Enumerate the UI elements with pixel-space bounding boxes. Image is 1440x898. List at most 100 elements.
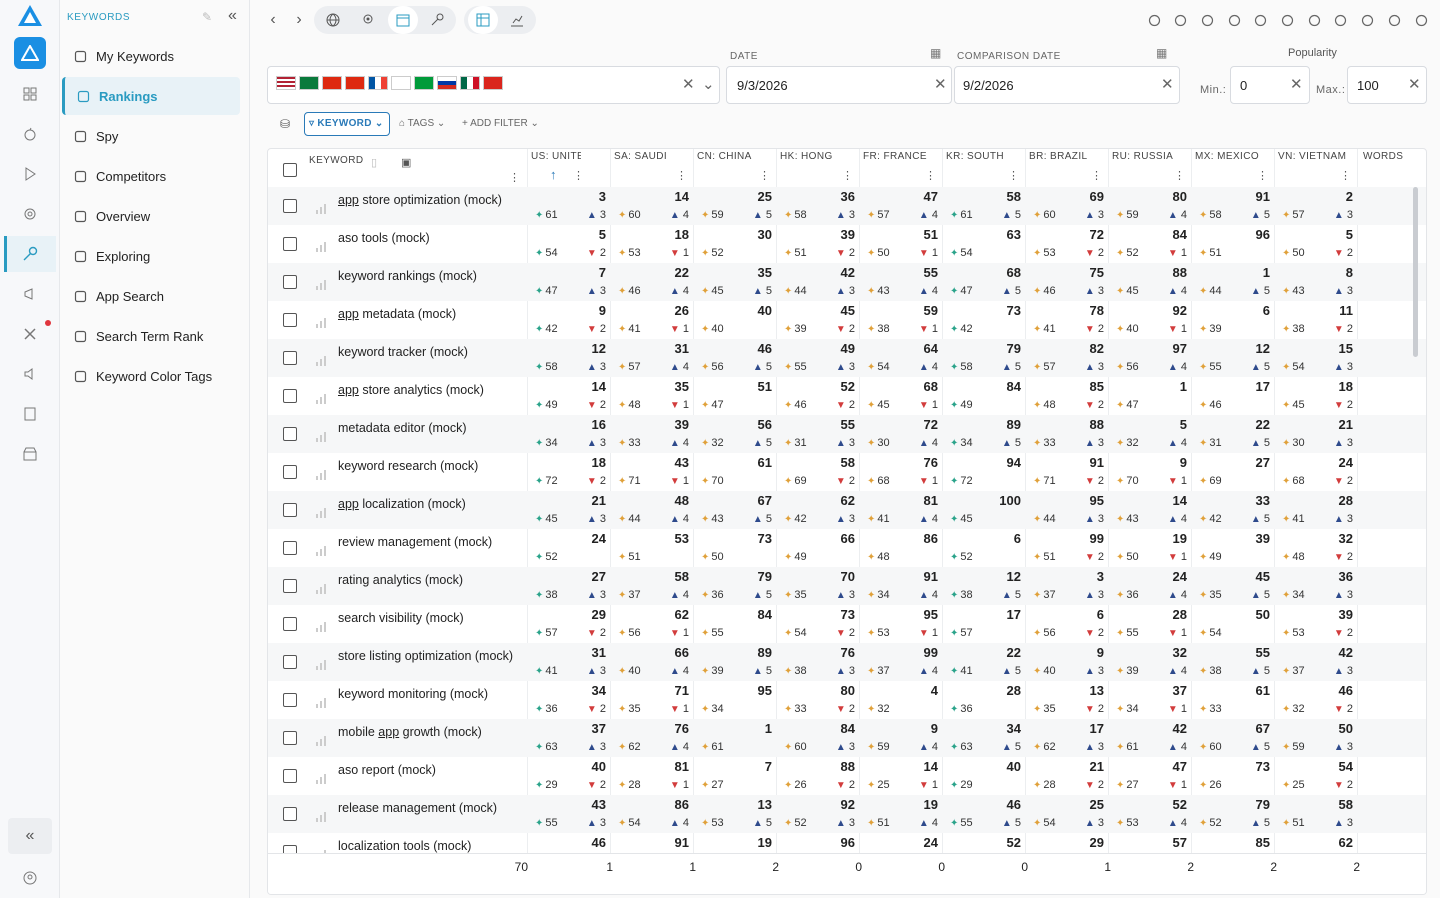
rank-cell[interactable]: 73 ✦ 42 — [942, 301, 1025, 339]
filter-icon[interactable] — [1193, 6, 1221, 34]
row-checkbox[interactable] — [283, 693, 297, 707]
keyword-text[interactable]: keyword rankings (mock) — [338, 269, 477, 283]
rank-cell[interactable]: 72 ✦ 30 ▲ 4 — [859, 415, 942, 453]
panel-icon[interactable] — [1380, 6, 1408, 34]
key-icon[interactable] — [18, 242, 42, 266]
rank-cell[interactable]: 7 ✦ 47 ▲ 3 — [527, 263, 610, 301]
rank-cell[interactable]: 42 ✦ 61 ▲ 4 — [1108, 719, 1191, 757]
app-logo[interactable] — [17, 4, 43, 28]
max-popularity-field[interactable] — [1347, 66, 1427, 104]
rank-cell[interactable]: 59 ✦ 38 ▼ 1 — [859, 301, 942, 339]
rank-cell[interactable]: 52 ✦ 46 ▼ 2 — [776, 377, 859, 415]
rank-cell[interactable]: 2 ✦ 57 ▲ 3 — [1274, 187, 1357, 225]
rank-cell[interactable]: 80 ✦ 33 ▼ 2 — [776, 681, 859, 719]
save-header-icon[interactable]: ▣ — [401, 157, 412, 169]
rank-cell[interactable]: 73 ✦ 26 — [1191, 757, 1274, 795]
row-checkbox[interactable] — [283, 275, 297, 289]
rank-cell[interactable]: 9 ✦ 59 ▲ 4 — [859, 719, 942, 757]
rank-cell[interactable]: 81 ✦ 41 ▲ 4 — [859, 491, 942, 529]
rank-cell[interactable]: 8 ✦ 43 ▲ 3 — [1274, 263, 1357, 301]
rank-cell[interactable]: 36 ✦ 58 ▲ 3 — [776, 187, 859, 225]
rank-cell[interactable]: 9 ✦ 70 ▼ 1 — [1108, 453, 1191, 491]
rank-cell[interactable]: 27 ✦ 69 — [1191, 453, 1274, 491]
table-row[interactable]: aso report (mock) 40 ✦ 29 ▼ 2 81 ✦ 28 ▼ 1 7 ✦ 27 88 ✦… — [268, 757, 1426, 795]
rank-cell[interactable]: 45 ✦ 39 ▼ 2 — [776, 301, 859, 339]
comparison-date-field[interactable] — [954, 66, 1180, 104]
rank-cell[interactable]: 16 ✦ 34 ▲ 3 — [527, 415, 610, 453]
rank-cell[interactable]: 81 ✦ 28 ▼ 1 — [610, 757, 693, 795]
rank-cell[interactable]: 36 ✦ 34 ▲ 3 — [1274, 567, 1357, 605]
rank-cell[interactable]: 24 ✦ 36 ▲ 4 — [1108, 567, 1191, 605]
megaphone-icon[interactable] — [18, 282, 42, 306]
table-row[interactable]: keyword rankings (mock) 7 ✦ 47 ▲ 3 22 ✦ 46 ▲ 4 35… — [268, 263, 1426, 301]
row-checkbox[interactable] — [283, 465, 297, 479]
rank-cell[interactable]: 25 ✦ 54 ▲ 3 — [1025, 795, 1108, 833]
rank-cell[interactable]: 78 ✦ 41 ▼ 2 — [1025, 301, 1108, 339]
rank-cell[interactable]: 66 ✦ 40 ▲ 4 — [610, 643, 693, 681]
rank-cell[interactable]: 32 ✦ 48 ▼ 2 — [1274, 529, 1357, 567]
rank-cell[interactable]: 99 ✦ 51 ▼ 2 — [1025, 529, 1108, 567]
rank-cell[interactable]: 21 ✦ 28 ▼ 2 — [1025, 757, 1108, 795]
rank-cell[interactable]: 9 ✦ 40 ▲ 3 — [1025, 643, 1108, 681]
rank-cell[interactable]: 24 — [859, 833, 942, 871]
table-view-icon[interactable] — [468, 6, 498, 34]
rank-cell[interactable]: 14 ✦ 43 ▲ 4 — [1108, 491, 1191, 529]
table-row[interactable]: localization tools (mock) 46 91 19 96 24 52 29 5… — [268, 833, 1426, 871]
row-checkbox[interactable] — [283, 655, 297, 669]
rank-cell[interactable]: 91 ✦ 58 ▲ 5 — [1191, 187, 1274, 225]
rank-cell[interactable]: 89 ✦ 39 ▲ 5 — [693, 643, 776, 681]
rank-cell[interactable]: 24 ✦ 68 ▼ 2 — [1274, 453, 1357, 491]
table-row[interactable]: app store optimization (mock) 3 ✦ 61 ▲ 3 14 ✦ 6… — [268, 187, 1426, 225]
column-header[interactable]: CN: CHINA — [697, 151, 752, 162]
row-checkbox[interactable] — [283, 807, 297, 821]
rank-cell[interactable]: 94 ✦ 72 — [942, 453, 1025, 491]
table-row[interactable]: review management (mock) 24 ✦ 52 53 ✦ 51 73 ✦ 50 6… — [268, 529, 1426, 567]
table-row[interactable]: app localization (mock) 21 ✦ 45 ▲ 3 48 ✦ 44 ▲ 4 6… — [268, 491, 1426, 529]
rank-cell[interactable]: 17 ✦ 57 — [942, 605, 1025, 643]
rank-cell[interactable]: 37 ✦ 63 ▲ 3 — [527, 719, 610, 757]
rank-cell[interactable]: 58 ✦ 61 ▲ 5 — [942, 187, 1025, 225]
rank-cell[interactable]: 50 ✦ 59 ▲ 3 — [1274, 719, 1357, 757]
rankings-app-button[interactable] — [14, 37, 46, 69]
download-icon[interactable] — [1300, 6, 1328, 34]
keyword-text[interactable]: app localization (mock) — [338, 497, 466, 511]
rank-cell[interactable]: 1 ✦ 61 — [693, 719, 776, 757]
table-row[interactable]: keyword research (mock) 18 ✦ 72 ▼ 2 43 ✦ 71 ▼ 1 6… — [268, 453, 1426, 491]
rank-cell[interactable]: 50 ✦ 54 — [1191, 605, 1274, 643]
rank-cell[interactable]: 84 ✦ 52 ▼ 1 — [1108, 225, 1191, 263]
rank-cell[interactable]: 42 ✦ 44 ▲ 3 — [776, 263, 859, 301]
collapse-rail-button[interactable]: « — [8, 818, 52, 854]
column-header[interactable]: SA: SAUDI — [614, 151, 668, 162]
rank-cell[interactable]: 4 ✦ 32 — [859, 681, 942, 719]
column-header[interactable]: HK: HONG — [780, 151, 833, 162]
clear-date-icon[interactable]: ✕ — [934, 76, 947, 93]
column-menu-icon[interactable]: ⋮ — [1340, 170, 1351, 182]
forward-button[interactable]: › — [296, 11, 302, 28]
keyword-text[interactable]: app metadata (mock) — [338, 307, 457, 321]
rank-cell[interactable]: 40 ✦ 29 ▼ 2 — [527, 757, 610, 795]
rank-cell[interactable]: 42 ✦ 37 ▲ 3 — [1274, 643, 1357, 681]
row-checkbox[interactable] — [283, 237, 297, 251]
rank-cell[interactable]: 68 ✦ 45 ▼ 1 — [859, 377, 942, 415]
min-popularity-field[interactable] — [1230, 66, 1310, 104]
apple-icon[interactable] — [18, 122, 42, 146]
rank-cell[interactable]: 51 ✦ 50 ▼ 1 — [859, 225, 942, 263]
row-checkbox[interactable] — [283, 199, 297, 213]
help-icon[interactable] — [1407, 6, 1435, 34]
rank-cell[interactable]: 22 ✦ 31 ▲ 5 — [1191, 415, 1274, 453]
keyword-text[interactable]: localization tools (mock) — [338, 839, 472, 853]
group-icon[interactable]: ⛁ — [280, 117, 291, 131]
clear-comparison-icon[interactable]: ✕ — [1161, 76, 1174, 93]
rank-cell[interactable]: 61 ✦ 70 — [693, 453, 776, 491]
table-row[interactable]: keyword tracker (mock) 12 ✦ 58 ▲ 3 31 ✦ 57 ▲ 4 46… — [268, 339, 1426, 377]
keyword-text[interactable]: aso tools (mock) — [338, 231, 430, 245]
rank-cell[interactable]: 95 ✦ 34 — [693, 681, 776, 719]
rank-cell[interactable]: 92 ✦ 40 ▼ 1 — [1108, 301, 1191, 339]
rank-cell[interactable]: 31 ✦ 41 ▲ 3 — [527, 643, 610, 681]
rank-cell[interactable]: 53 ✦ 51 — [610, 529, 693, 567]
rank-cell[interactable]: 33 ✦ 42 ▲ 5 — [1191, 491, 1274, 529]
rank-cell[interactable]: 14 ✦ 25 ▼ 1 — [859, 757, 942, 795]
table-row[interactable]: aso tools (mock) 5 ✦ 54 ▼ 2 18 ✦ 53 ▼ 1 30 ✦ 52 39 ✦ 5… — [268, 225, 1426, 263]
row-checkbox[interactable] — [283, 769, 297, 783]
rank-cell[interactable]: 79 ✦ 58 ▲ 5 — [942, 339, 1025, 377]
